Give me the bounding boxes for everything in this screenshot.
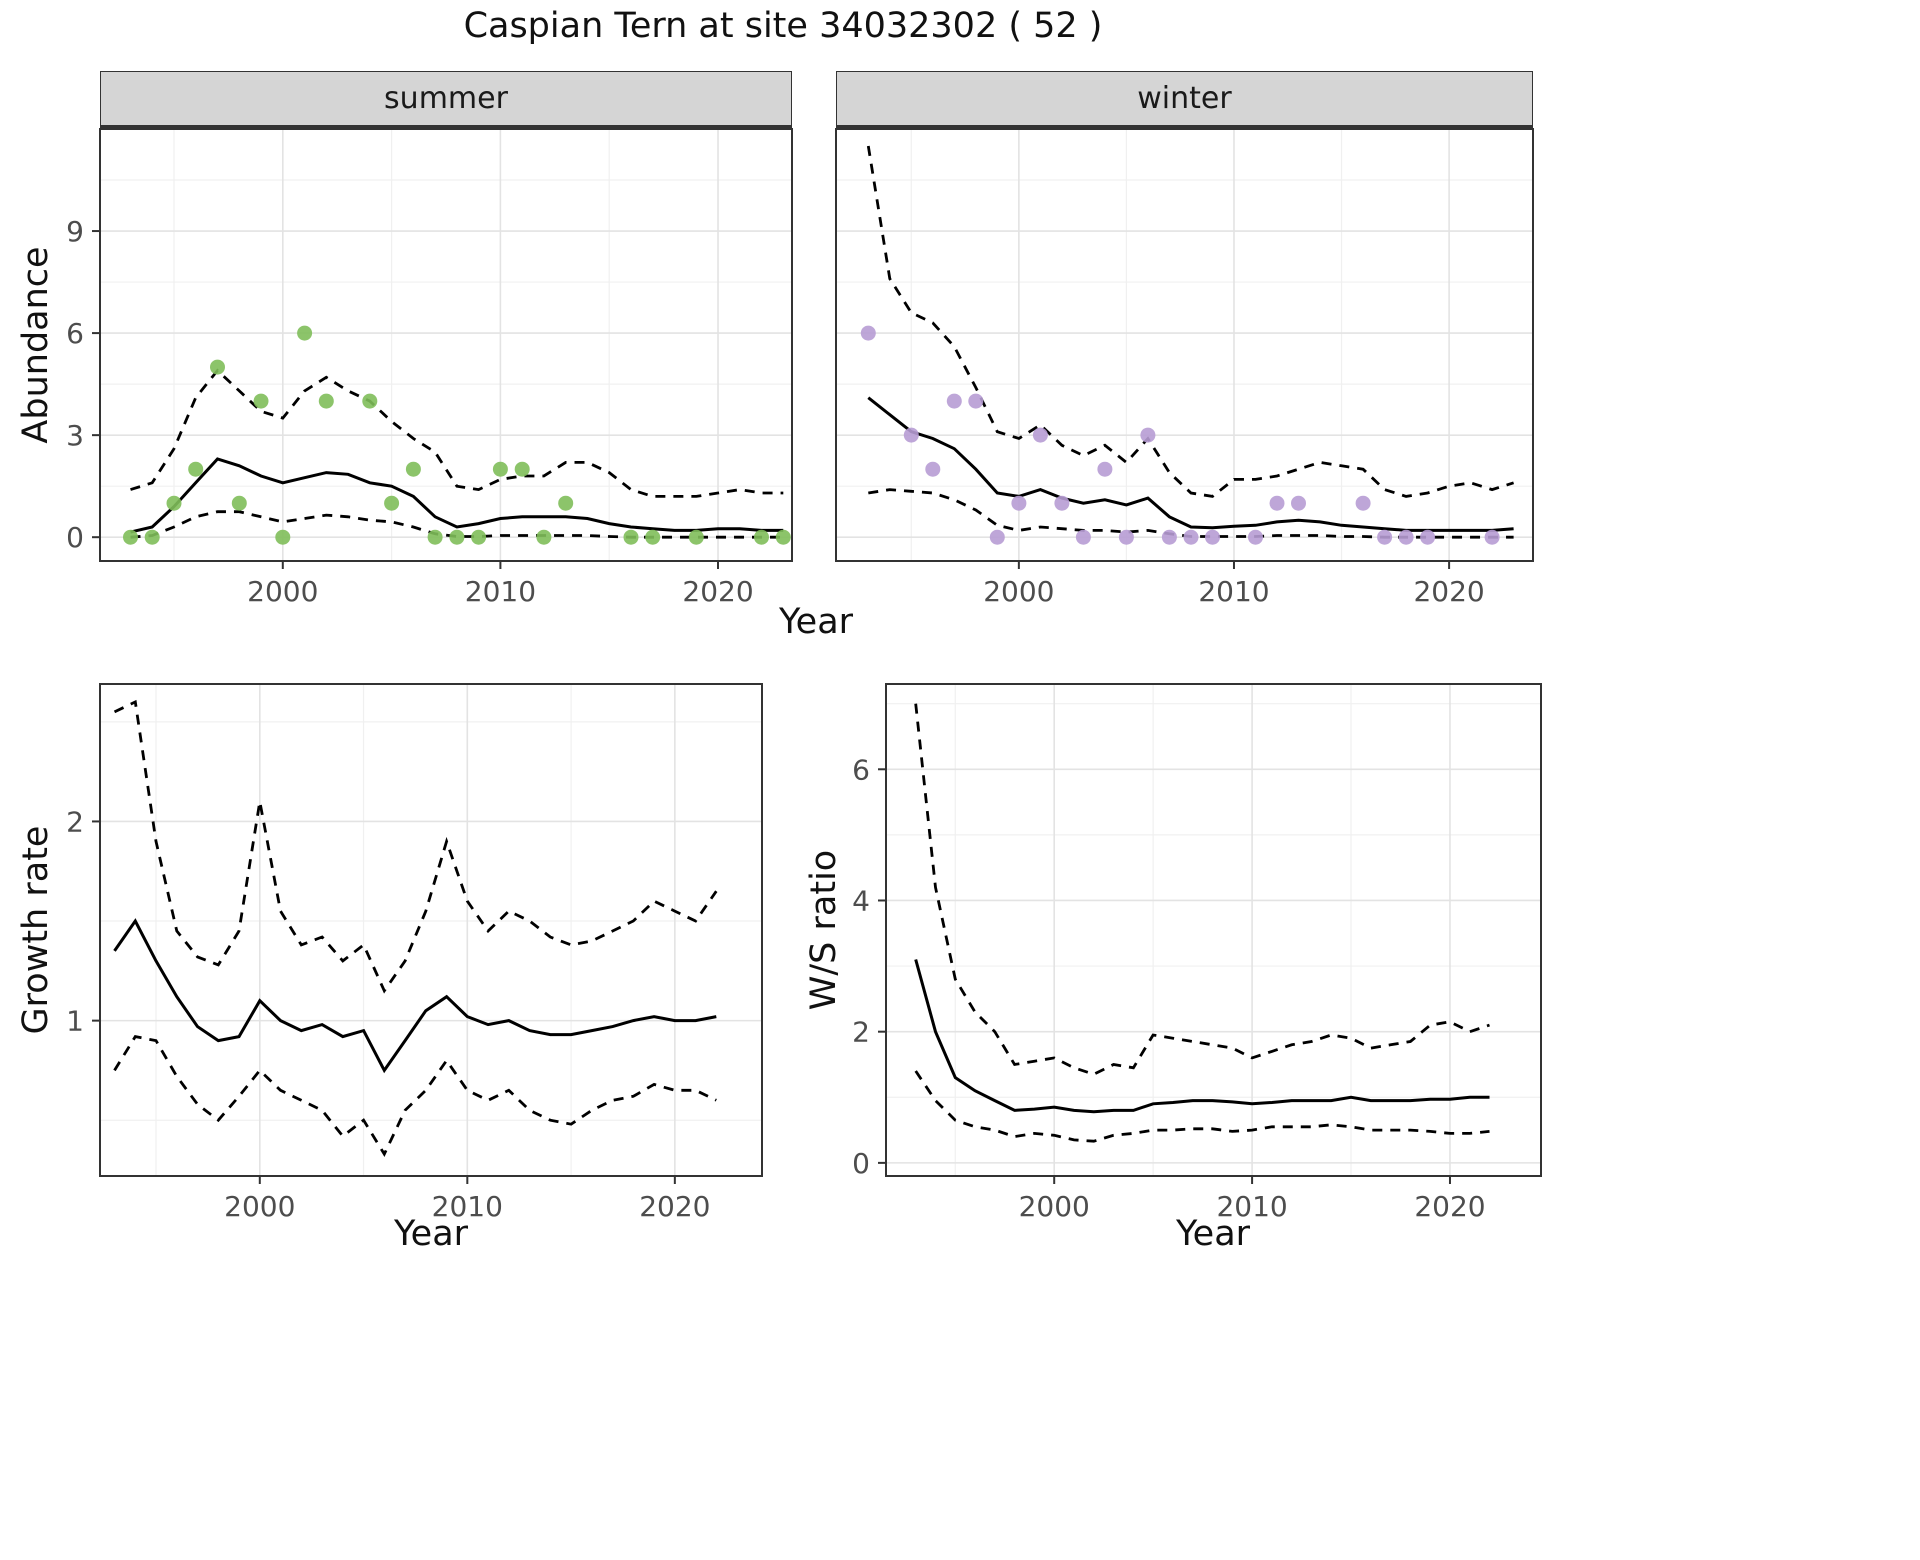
winter-data-point [925,461,941,477]
x-tick-label: 2020 [639,1190,710,1223]
winter-data-point [1377,529,1393,545]
y-tick-label: 2 [852,1016,870,1049]
growth-upper_ci-line [113,699,718,994]
summer-fit-line [130,457,784,534]
winter-data-point [1011,495,1027,511]
x-tick-label: 2000 [1019,1190,1090,1223]
y-tick-label: 0 [66,521,84,554]
summer-data-point [536,529,552,545]
panel-winter: 2000 2010 2020 [835,128,1534,608]
y-tick-label: 3 [66,419,84,452]
summer-data-point [623,529,639,545]
winter-data-point [1118,529,1134,545]
x-tick-label: 2000 [224,1190,295,1223]
summer-data-point [231,495,247,511]
winter-data-point [1140,427,1156,443]
winter-data-point [1032,427,1048,443]
winter-data-point [1161,529,1177,545]
x-tick-label: 2010 [465,575,536,608]
y-tick-label: 2 [66,805,84,838]
winter-data-point [1355,495,1371,511]
winter-data-point [1269,495,1285,511]
summer-data-point [297,325,313,341]
y-tick-label: 4 [852,884,870,917]
summer-data-point [405,461,421,477]
growth-lower_ci-line [113,1035,717,1158]
summer-data-point [688,529,704,545]
y-tick-label: 1 [66,1005,84,1038]
winter-data-point [1054,495,1070,511]
x-axis-title-ws: Year [1175,1214,1251,1254]
chart-title: Caspian Tern at site 34032302 ( 52 ) [463,6,1103,46]
facet-label-winter: winter [1137,81,1232,116]
x-axis-title-growth: Year [393,1214,469,1254]
ws-upper_ci-line [914,703,1490,1076]
facet-strip-winter: winter [836,71,1533,129]
summer-data-point [123,529,138,545]
y-tick-label: 6 [852,753,870,786]
ws-lower_ci-line [914,1070,1490,1143]
winter-data-point [1248,529,1263,545]
ws-fit-line [914,959,1490,1114]
x-axis-title-top: Year [778,602,854,642]
panel-summer: 2000 2010 2020 0 3 6 9 [66,128,793,608]
y-axis-title-abundance: Abundance [16,246,56,444]
winter-data-point [1291,495,1306,511]
winter-data-point [1075,529,1091,545]
summer-data-point [253,393,269,409]
summer-data-point [471,529,487,545]
x-tick-label: 2010 [432,1190,503,1223]
summer-data-point [166,495,182,511]
summer-data-point [384,495,400,511]
winter-data-point [1205,529,1220,545]
winter-data-point [1398,529,1414,545]
x-tick-label: 2020 [1414,1190,1485,1223]
panel-ws: 2000 2010 2020 0 2 4 6 [852,683,1542,1223]
y-tick-label: 6 [66,317,84,350]
summer-data-point [188,461,204,477]
summer-data-point [558,495,574,511]
y-axis-title-ws-ratio: W/S ratio [804,849,844,1011]
summer-lower_ci-line [130,510,784,539]
facet-strip-summer: summer [100,71,792,129]
summer-data-point [754,529,769,545]
panel-growth: 2000 2010 2020 1 2 [66,683,763,1223]
winter-upper_ci-line [866,145,1515,498]
summer-data-point [492,461,508,477]
summer-data-point [210,359,225,375]
summer-data-point [449,529,465,545]
winter-data-point [860,325,876,341]
winter-data-point [1484,529,1500,545]
summer-data-point [427,529,443,545]
y-axis-title-growth-rate: Growth rate [16,825,56,1035]
summer-data-point [144,529,160,545]
winter-data-point [1420,529,1436,545]
growth-fit-line [113,918,717,1074]
summer-data-point [645,529,661,545]
winter-data-point [1183,529,1199,545]
summer-upper_ci-line [130,368,784,498]
x-tick-label: 2000 [983,575,1054,608]
x-tick-label: 2000 [247,575,318,608]
y-tick-label: 0 [852,1147,870,1180]
summer-data-point [318,393,334,409]
summer-data-point [275,529,291,545]
x-tick-label: 2010 [1216,1190,1287,1223]
summer-data-point [514,461,530,477]
winter-data-point [946,393,962,409]
winter-data-point [1097,461,1113,477]
x-tick-label: 2020 [682,575,753,608]
y-tick-label: 9 [66,215,84,248]
facet-label-summer: summer [384,81,508,116]
winter-data-point [989,529,1005,545]
summer-data-point [362,393,378,409]
summer-data-point [775,529,791,545]
winter-data-point [903,427,919,443]
x-tick-label: 2010 [1198,575,1269,608]
winter-data-point [968,393,984,409]
x-tick-label: 2020 [1413,575,1484,608]
